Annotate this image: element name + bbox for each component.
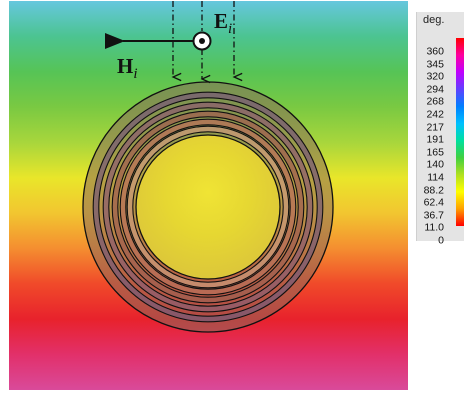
colorbar-tick-label: 345 [426,58,444,71]
h-field-subscript: i [133,66,137,82]
layer-ring-edge [125,124,291,290]
layer-ring-edge [108,107,308,307]
colorbar-tick-label: 191 [426,133,444,146]
colorbar-tick-label: 294 [426,83,444,96]
layer-ring-edge [132,131,284,283]
colorbar-tick-label: 114 [427,171,444,184]
colorbar-tick-label: 0 [438,234,444,247]
layer-ring-edge [119,118,297,296]
colorbar-tick-label: 242 [426,108,444,121]
e-field-out-of-plane-icon [192,31,212,51]
e-field-label: E [214,9,228,33]
phase-field-plot: Ei Hi [9,1,408,390]
colorbar-tick-label: 360 [426,45,444,58]
layer-ring-edge [117,116,299,298]
colorbar-tick-label: 140 [426,158,444,171]
layer-ring-edge [126,125,290,289]
layer-ring [127,126,289,288]
colorbar-tick-label: 11.0 [424,221,444,234]
layer-ring [120,119,296,295]
svg-text:Hi: Hi [117,54,138,82]
layer-ring [112,111,304,303]
e-field-subscript: i [228,21,232,37]
layer-ring-edge [92,91,324,323]
colorbar-tick-label: 88.2 [423,184,444,197]
layer-ring [103,102,313,312]
svg-text:Ei: Ei [214,9,232,37]
layer-ring-edge [111,110,305,304]
colorbar-tick-label: 62.4 [423,196,444,209]
colorbar-gradient [456,38,464,226]
colorbar-tick-label: 268 [426,95,444,108]
colorbar-tick-label: 320 [426,70,444,83]
inner-core-disk [135,134,281,280]
incident-wave-arrows [171,1,243,84]
layer-ring-edge [102,101,314,313]
h-field-label: H [117,54,133,78]
layer-ring [93,92,323,322]
colorbar-unit-label: deg. [423,14,445,26]
colorbar-tick-label: 36.7 [423,209,444,222]
layer-ring-edge [98,97,318,317]
colorbar-tick-label: 165 [426,146,444,159]
colorbar-tick-label: 217 [426,121,444,134]
